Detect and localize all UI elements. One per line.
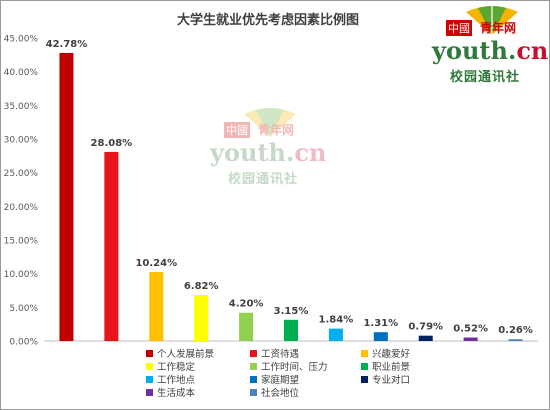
data-label: 0.79% (408, 322, 443, 333)
bar (508, 339, 523, 341)
bar (463, 337, 478, 341)
legend-label: 个人发展前景 (157, 348, 214, 360)
legend-label: 工资待遇 (261, 348, 300, 360)
bar (373, 332, 388, 341)
data-label: 1.84% (319, 315, 354, 326)
logo-name: 青年网 (480, 21, 517, 35)
logo-tagline: 校园通讯社 (450, 70, 521, 85)
bar (239, 312, 254, 341)
legend-label: 兴趣爱好 (372, 348, 411, 360)
bar (328, 328, 343, 341)
data-label: 10.24% (135, 258, 177, 269)
logo-badge: 中國 (446, 20, 472, 36)
legend-label: 专业对口 (372, 374, 410, 386)
legend-swatch (250, 363, 257, 370)
data-label: 42.78% (46, 39, 88, 50)
ginkgo-leaf-icon (466, 6, 518, 35)
data-label: 4.20% (229, 299, 264, 310)
bars (59, 52, 523, 341)
watermark-logo: 中國 青年网 youth.cn 校园通讯社 (210, 108, 326, 187)
legend-swatch (361, 350, 368, 357)
data-label: 1.31% (363, 318, 398, 329)
data-label: 0.52% (453, 323, 488, 334)
watermark-domain: youth.cn (210, 138, 327, 167)
watermark-badge: 中國 (224, 122, 250, 138)
legend-swatch (250, 376, 257, 383)
chart-title: 大学生就业优先考虑因素比例图 (177, 12, 359, 28)
y-tick-label: 30.00% (4, 136, 39, 146)
y-tick-label: 40.00% (4, 68, 39, 78)
y-tick-label: 20.00% (4, 203, 39, 213)
logo-domain: youth.cn (432, 36, 549, 65)
bar (194, 295, 209, 341)
legend-label: 职业前景 (372, 361, 410, 373)
y-tick-label: 0.00% (9, 338, 38, 348)
data-label: 28.08% (91, 138, 133, 149)
data-label: 0.26% (498, 325, 533, 336)
legend-swatch (361, 363, 368, 370)
y-tick-label: 5.00% (9, 304, 38, 314)
bar (418, 335, 433, 341)
legend-swatch (361, 376, 368, 383)
bar (59, 52, 74, 341)
legend-label: 生活成本 (157, 387, 196, 399)
legend-swatch (250, 350, 257, 357)
data-labels: 42.78% 28.08% 10.24% 6.82% 4.20% 3.15% 1.84% 1.… (46, 39, 533, 336)
data-label: 3.15% (274, 306, 309, 317)
legend-swatch (146, 350, 153, 357)
watermark-name: 青年网 (258, 123, 295, 137)
legend-swatch (146, 363, 153, 370)
legend-label: 工作地点 (157, 374, 196, 386)
legend-label: 家庭期望 (261, 374, 299, 386)
youth-cn-logo: 中國 青年网 youth.cn 校园通讯社 (432, 6, 548, 86)
ginkgo-leaf-icon (244, 108, 296, 137)
data-label: 6.82% (184, 281, 219, 292)
y-axis: 0.00% 5.00% 10.00% 15.00% 20.00% 25.00% 30.00%… (4, 35, 39, 348)
legend-label: 工作稳定 (157, 361, 196, 373)
watermark-tagline: 校园通讯社 (228, 172, 299, 187)
y-tick-label: 35.00% (4, 102, 39, 112)
bar (149, 272, 164, 341)
legend-label: 工作时间、压力 (261, 361, 328, 373)
y-tick-label: 15.00% (4, 237, 39, 247)
y-tick-label: 25.00% (4, 169, 39, 179)
legend-swatch (146, 389, 153, 396)
legend-swatch (146, 376, 153, 383)
legend-swatch (250, 389, 257, 396)
bar (104, 151, 119, 341)
y-tick-label: 45.00% (4, 35, 39, 45)
y-tick-label: 10.00% (4, 270, 39, 280)
bar (284, 319, 298, 341)
legend-label: 社会地位 (261, 387, 300, 399)
